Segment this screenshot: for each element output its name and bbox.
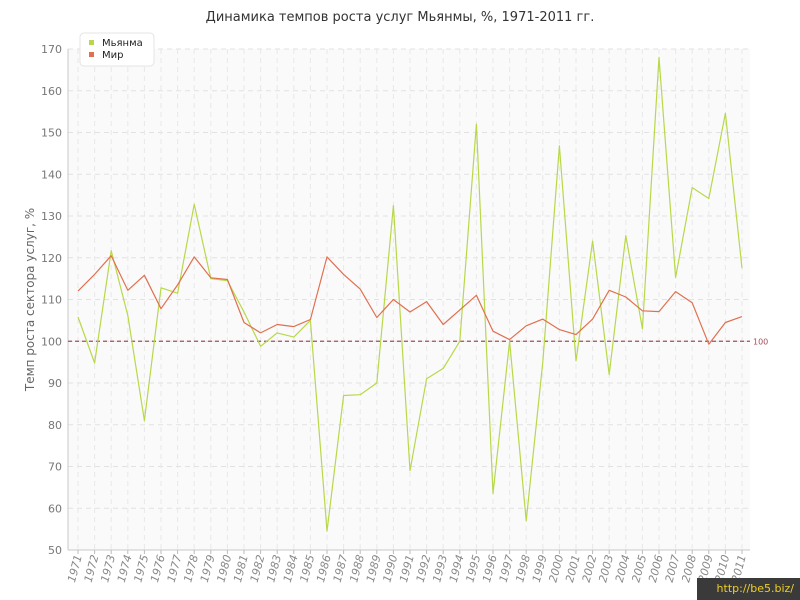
legend-label: Мир [102,50,123,61]
x-tick-labels: 1971197219731974197519761977197819791980… [65,553,749,583]
y-axis-label: Темп роста сектора услуг, % [23,208,37,392]
reference-line-group: 100 [68,337,768,346]
y-tick-label: 100 [41,335,62,348]
legend-box [79,32,155,67]
watermark[interactable]: http://be5.biz/ [697,578,800,600]
grid-lines [68,48,750,550]
reference-line-label: 100 [753,337,768,346]
y-tick-label: 140 [41,168,62,181]
y-tick-label: 110 [41,294,62,307]
y-tick-label: 70 [48,461,62,474]
y-tick-label: 60 [48,502,62,515]
y-axis-label-group: Темп роста сектора услуг, % [23,208,37,392]
y-tick-label: 160 [41,85,62,98]
y-tick-label: 130 [41,210,62,223]
series-line-1 [77,56,743,532]
legend-label: Мьянма [102,38,143,49]
y-tick-label: 120 [41,252,62,265]
y-tick-label: 170 [41,43,62,56]
y-tick-label: 150 [41,127,62,140]
y-tick-label: 80 [48,419,62,432]
legend-swatch [89,52,94,57]
legend-swatch [89,40,94,45]
series-line-2 [77,255,743,345]
y-tick-label: 50 [48,544,62,557]
y-tick-labels: 50 60 70 80 90 100 110 120 130 140 150 160 170 [41,43,62,557]
series-lines [77,56,743,532]
y-tick-label: 90 [48,377,62,390]
axes [67,49,750,554]
chart-title: Динамика темпов роста услуг Мьянмы, %, 1… [205,10,595,25]
